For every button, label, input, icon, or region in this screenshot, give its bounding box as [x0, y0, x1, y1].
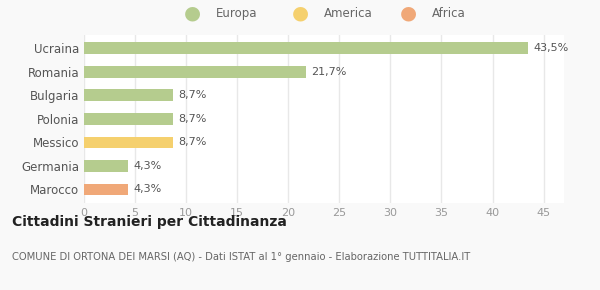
Bar [84, 90, 173, 101]
Text: 8,7%: 8,7% [178, 90, 206, 100]
Text: ●: ● [400, 3, 416, 23]
Text: 4,3%: 4,3% [133, 184, 161, 195]
Text: 43,5%: 43,5% [533, 43, 569, 53]
Text: 8,7%: 8,7% [178, 137, 206, 147]
Bar [84, 137, 173, 148]
Text: ●: ● [292, 3, 308, 23]
Text: 21,7%: 21,7% [311, 67, 346, 77]
Text: 4,3%: 4,3% [133, 161, 161, 171]
Bar [84, 184, 128, 195]
Text: Cittadini Stranieri per Cittadinanza: Cittadini Stranieri per Cittadinanza [12, 215, 287, 229]
Bar [84, 66, 305, 78]
Text: ●: ● [184, 3, 200, 23]
Text: America: America [324, 7, 373, 19]
Bar [84, 113, 173, 125]
Text: Europa: Europa [216, 7, 257, 19]
Text: COMUNE DI ORTONA DEI MARSI (AQ) - Dati ISTAT al 1° gennaio - Elaborazione TUTTIT: COMUNE DI ORTONA DEI MARSI (AQ) - Dati I… [12, 252, 470, 262]
Bar [84, 160, 128, 172]
Bar [84, 42, 528, 54]
Text: Africa: Africa [432, 7, 466, 19]
Text: 8,7%: 8,7% [178, 114, 206, 124]
